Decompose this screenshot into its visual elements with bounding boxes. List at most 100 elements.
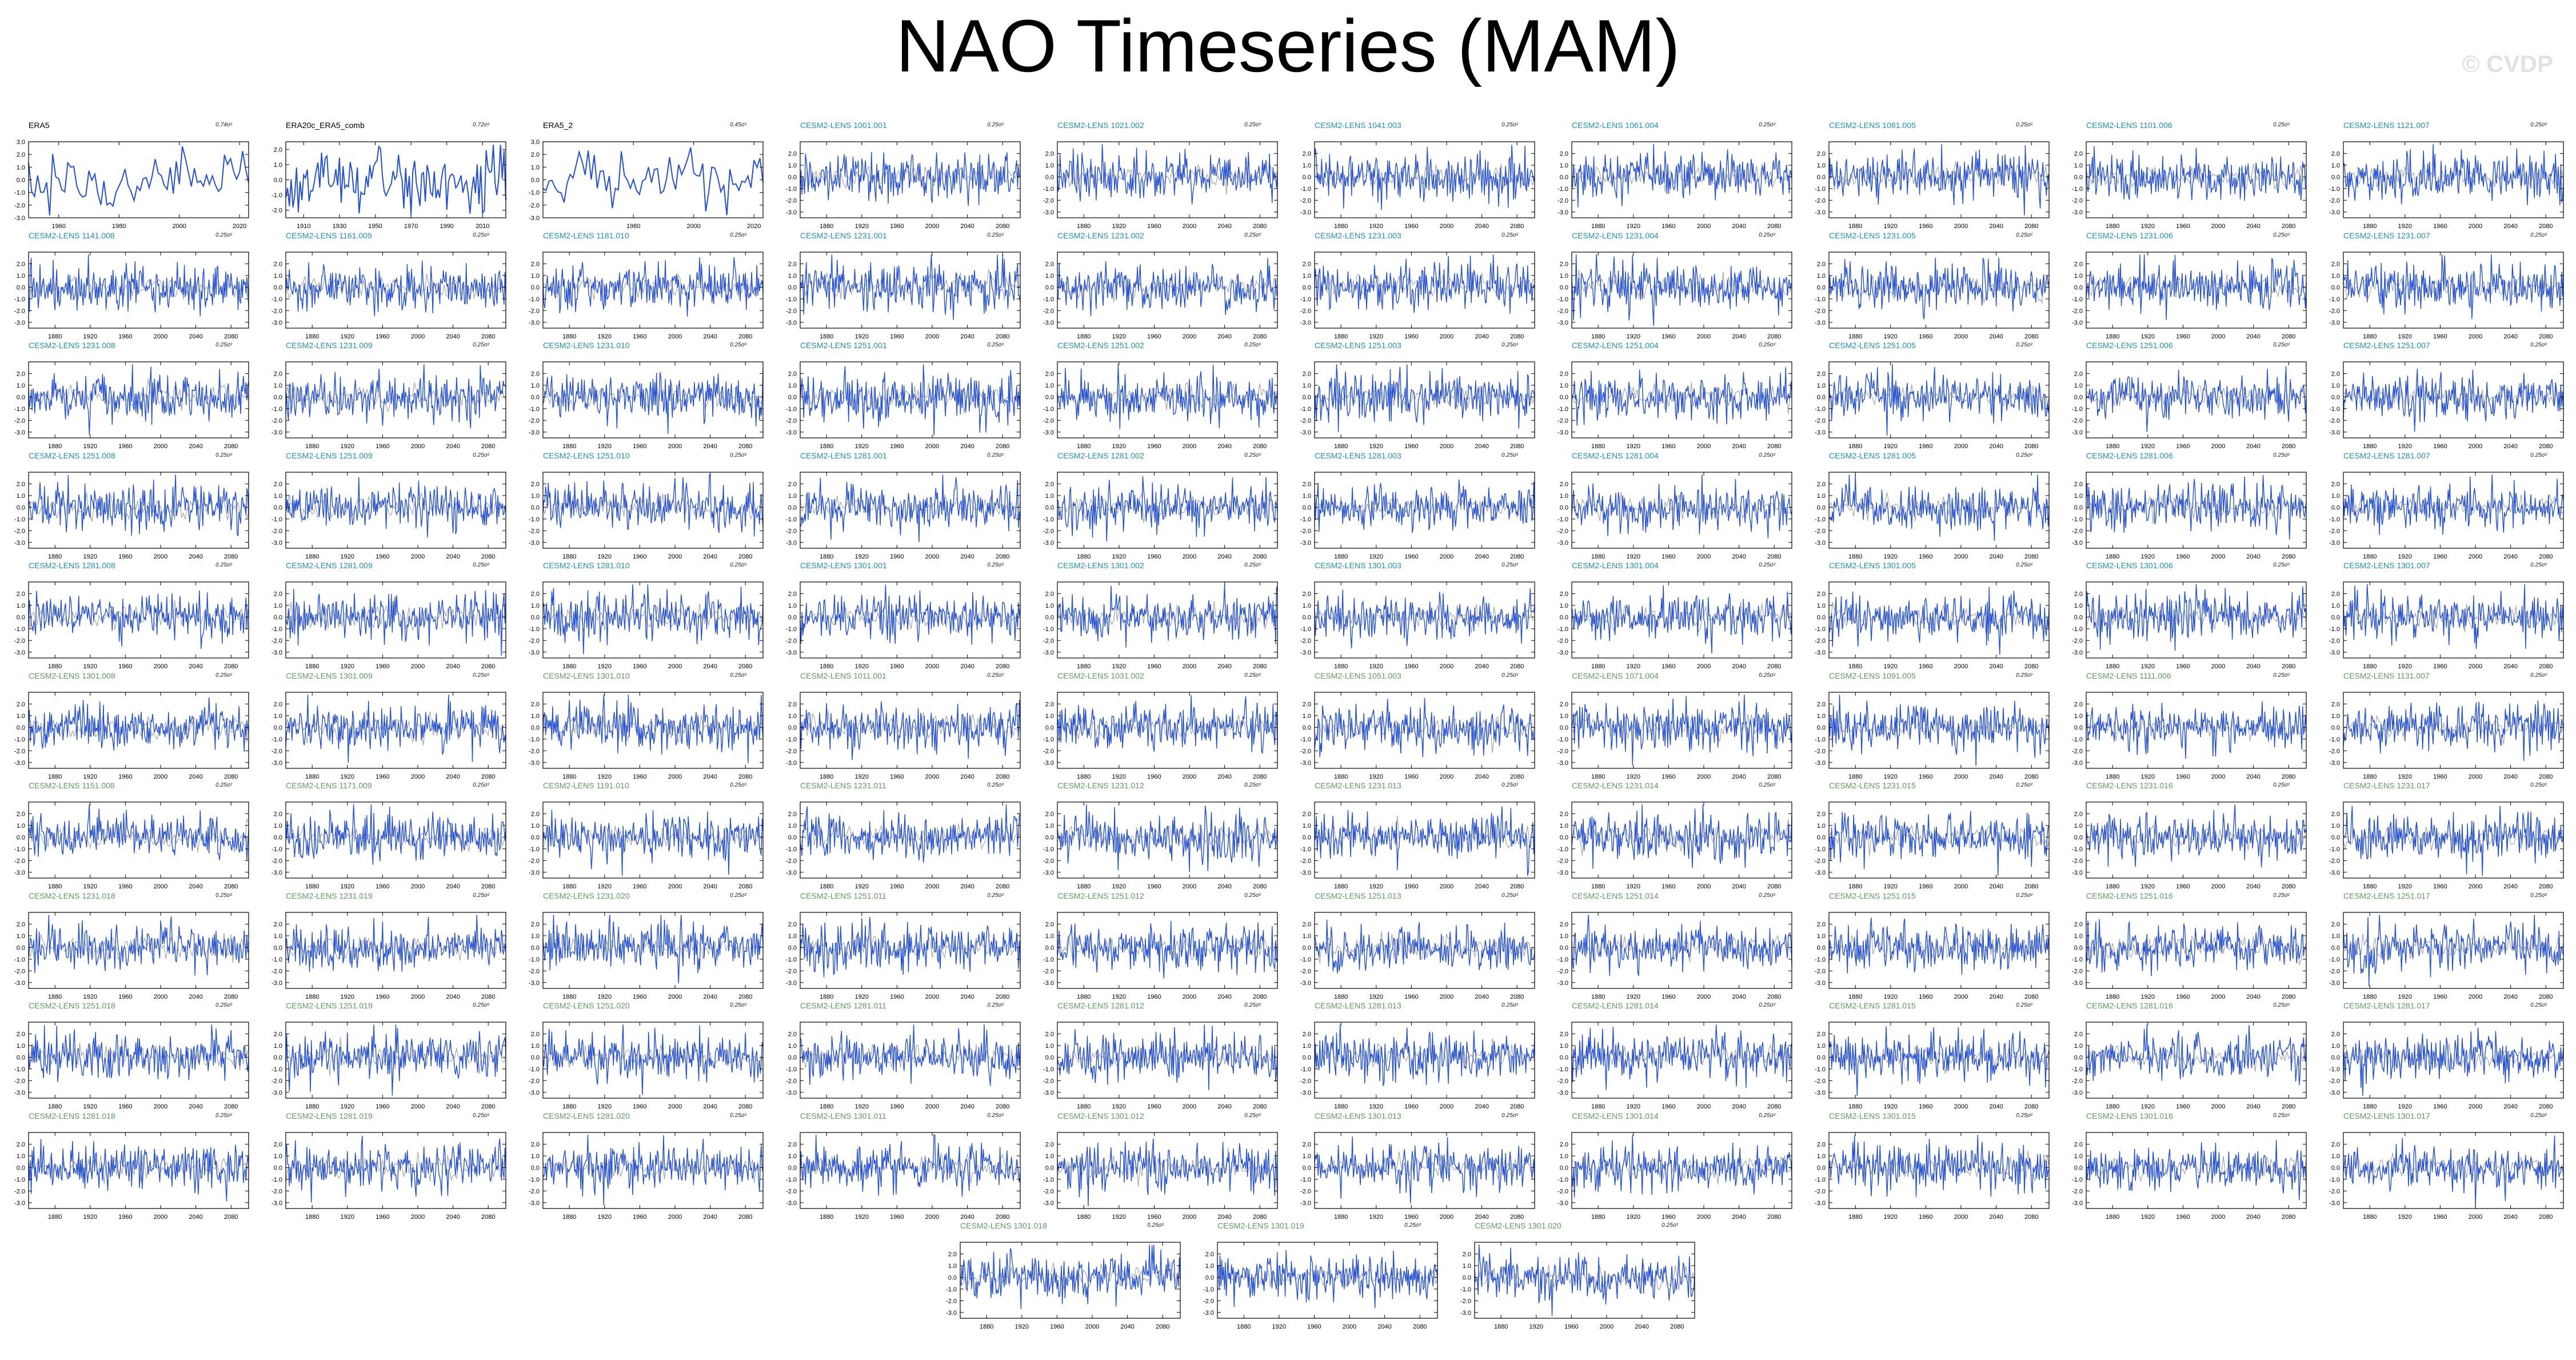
y-tick-label: -2.0 (786, 1078, 797, 1084)
panel-variance: 0.25σ² (2530, 562, 2547, 568)
x-tick-label: 2000 (1954, 663, 1968, 670)
x-tick-label: 2040 (703, 443, 717, 450)
y-tick-label: -1.0 (946, 1286, 957, 1293)
x-tick-label: 1920 (1112, 223, 1126, 230)
x-tick-label: 2080 (2282, 223, 2295, 230)
plot-frame (1828, 361, 2050, 438)
y-tick-label: -2.0 (786, 528, 797, 535)
panel-variance: 0.25σ² (987, 122, 1004, 128)
x-tick-label: 2040 (1217, 883, 1231, 890)
x-tick-label: 1920 (1627, 1214, 1640, 1221)
x-tick-label: 2040 (1732, 883, 1746, 890)
plot-frame (1571, 801, 1792, 879)
y-tick-label: -2.0 (1815, 637, 1826, 644)
nao-panel: ERA20c_ERA5_comb 0.72σ² 2.0 1.0 0.0 -1.0 -2.0 1… (257, 121, 506, 230)
y-tick-label: -2.0 (271, 637, 282, 644)
y-tick-label: -1.0 (1557, 846, 1568, 853)
x-tick-label: 1880 (305, 1214, 319, 1221)
y-tick-label: -3.0 (14, 1090, 25, 1096)
y-tick-label: 0.0 (1560, 504, 1568, 511)
plot-frame (1314, 251, 1535, 329)
y-tick-label: -3.0 (2072, 649, 2083, 656)
ensemble-mean-line (1057, 382, 1278, 414)
x-tick-label: 2080 (1510, 773, 1524, 780)
plot-frame (2343, 251, 2564, 329)
y-tick-label: -1.0 (786, 1066, 797, 1073)
y-tick-label: -2.0 (1557, 1078, 1568, 1084)
x-tick-label: 2000 (686, 223, 700, 230)
y-tick-label: -1.0 (2072, 1176, 2083, 1183)
x-tick-label: 2000 (668, 553, 682, 560)
plot-frame (1571, 471, 1792, 549)
y-tick-label: -3.0 (2072, 319, 2083, 326)
y-tick-label: 0.0 (1045, 174, 1054, 181)
x-tick-label: 2000 (2469, 1214, 2482, 1221)
nao-panel: CESM2-LENS 1281.008 0.25σ² 2.0 1.0 0.0 -1.0 -2… (0, 561, 249, 671)
y-tick-label: 1.0 (1045, 272, 1054, 279)
y-tick-label: -2.0 (2072, 308, 2083, 314)
y-tick-label: -3.0 (2072, 209, 2083, 216)
y-tick-label: 2.0 (1303, 591, 1311, 597)
y-tick-label: -2.0 (2072, 197, 2083, 204)
y-tick-label: 0.0 (1817, 944, 1826, 951)
y-tick-label: -1.0 (1815, 186, 1826, 193)
y-tick-label: -2.0 (1815, 968, 1826, 975)
panel-variance: 0.25σ² (730, 782, 746, 788)
x-tick-label: 1960 (1404, 333, 1418, 340)
y-tick-label: -3.0 (1557, 319, 1568, 326)
nao-series-line (1057, 1138, 1278, 1206)
x-tick-label: 1960 (118, 443, 132, 450)
y-tick-label: 1.0 (1303, 382, 1311, 389)
panel-title: CESM2-LENS 1051.003 (1315, 671, 1401, 680)
x-tick-label: 2040 (2503, 553, 2517, 560)
nao-series-line (28, 1138, 249, 1201)
panel-title: CESM2-LENS 1231.005 (1829, 230, 1916, 240)
panel-variance: 0.25σ² (2273, 122, 2290, 128)
panel-title: CESM2-LENS 1251.020 (543, 1001, 630, 1010)
x-tick-label: 1920 (1112, 443, 1126, 450)
y-tick-label: -1.0 (14, 626, 25, 633)
x-tick-label: 2040 (703, 883, 717, 890)
y-tick-label: 0.0 (1205, 1274, 1214, 1281)
x-tick-label: 2040 (2246, 443, 2260, 450)
x-tick-label: 2000 (1343, 1323, 1356, 1330)
panel-variance: 0.25σ² (1244, 672, 1261, 679)
x-tick-label: 2000 (154, 333, 167, 340)
x-tick-label: 1920 (341, 333, 354, 340)
y-tick-label: 1.0 (1303, 492, 1311, 499)
y-tick-label: 2.0 (948, 1251, 957, 1258)
nao-panel: CESM2-LENS 1171.009 0.25σ² 2.0 1.0 0.0 -1.0 -2… (257, 781, 506, 891)
panel-title: CESM2-LENS 1281.009 (286, 561, 373, 570)
x-tick-label: 1930 (333, 223, 346, 230)
panel-title: CESM2-LENS 1231.016 (2086, 781, 2173, 790)
panel-title: CESM2-LENS 1281.019 (286, 1111, 373, 1120)
y-tick-label: -2.0 (1460, 1298, 1471, 1305)
nao-series-line (285, 364, 506, 429)
panel-variance: 0.25σ² (2016, 452, 2032, 458)
y-tick-label: 0.0 (274, 614, 282, 621)
x-tick-label: 2080 (2539, 773, 2553, 780)
x-tick-label: 1920 (855, 1214, 869, 1221)
y-tick-label: -3.0 (14, 979, 25, 986)
y-tick-label: -1.0 (271, 846, 282, 853)
y-tick-label: -3.0 (1043, 539, 1054, 546)
x-tick-label: 2080 (2539, 883, 2553, 890)
y-tick-label: 0.0 (2074, 1054, 2083, 1061)
x-tick-label: 1920 (1627, 994, 1640, 1000)
x-tick-label: 1880 (1494, 1323, 1508, 1330)
y-tick-label: 1.0 (1045, 932, 1054, 939)
x-tick-label: 2040 (2246, 223, 2260, 230)
y-tick-label: 1.0 (1560, 492, 1568, 499)
nao-series-line (1314, 1136, 1535, 1204)
plot-frame (542, 141, 764, 218)
x-tick-label: 2080 (224, 663, 238, 670)
y-tick-label: -1.0 (786, 956, 797, 963)
